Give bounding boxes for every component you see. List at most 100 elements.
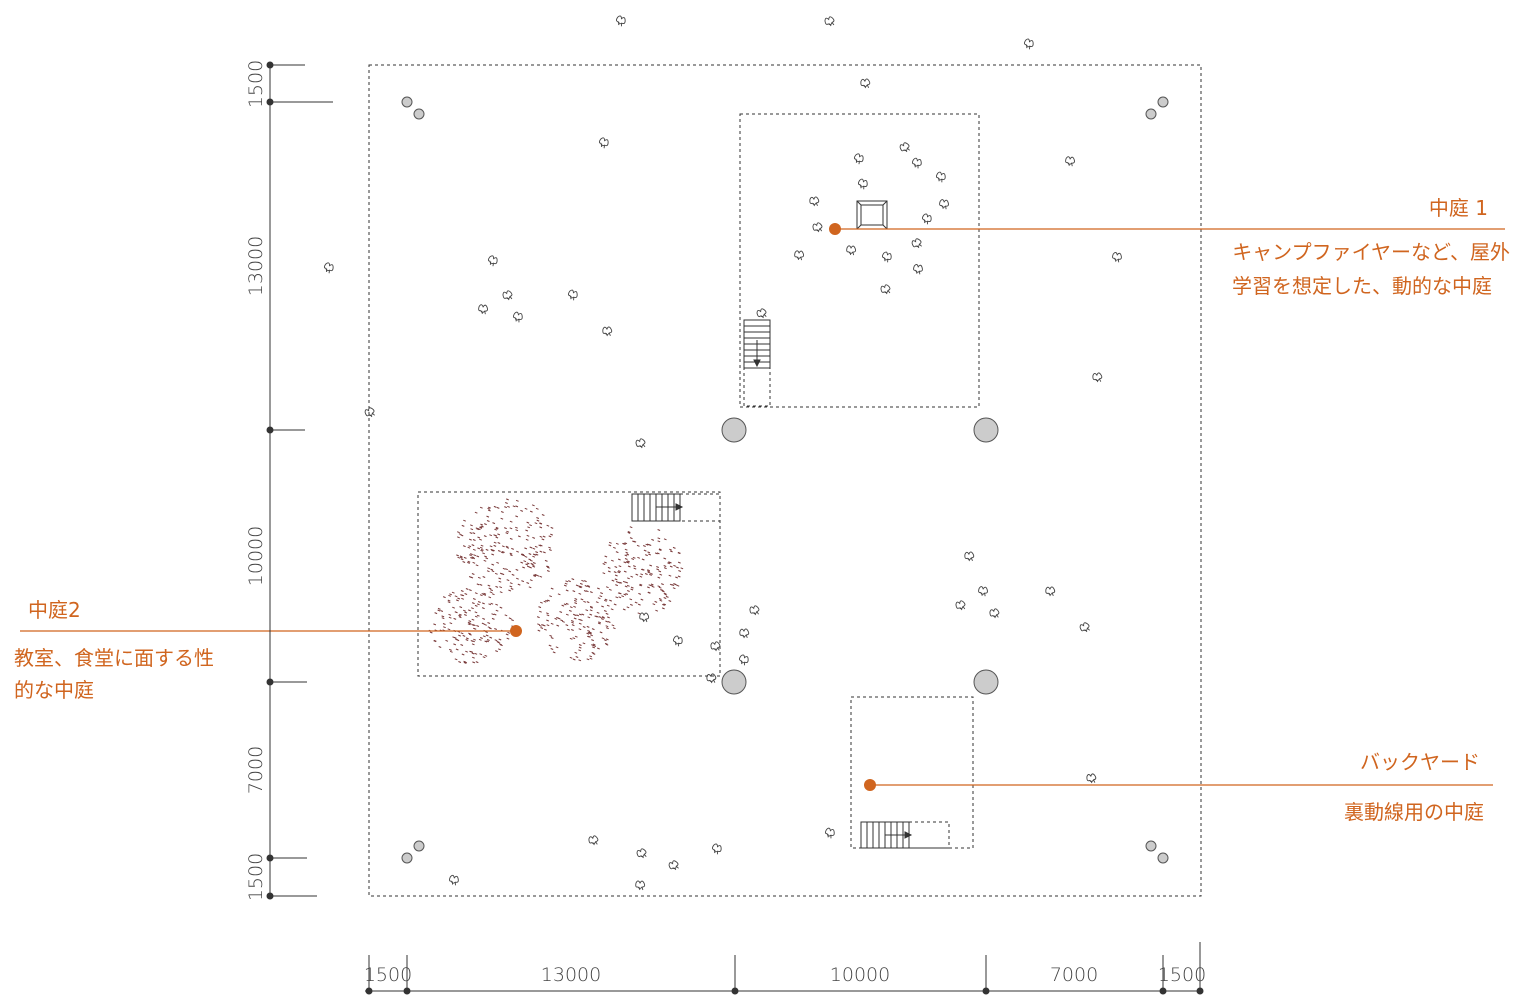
canopy-mark [632,556,636,559]
canopy-mark [571,620,574,622]
canopy-mark [589,613,593,616]
leader-dots [510,223,876,791]
canopy-mark [463,661,467,664]
canopy-mark [571,629,574,631]
canopy-mark [538,624,542,627]
canopy-mark [479,583,483,586]
canopy-mark [526,534,530,537]
canopy-mark [524,555,528,558]
plant-mark [880,284,891,295]
canopy-mark [637,556,641,559]
courtyard-2-title: 中庭2 [28,598,81,622]
canopy-mark [453,617,457,620]
canopy-mark [482,656,486,659]
canopy-mark [659,573,663,576]
plant-mark [913,264,923,275]
canopy-mark [471,544,475,547]
canopy-mark [470,524,473,527]
canopy-mark [453,643,457,646]
canopy-mark [541,624,545,626]
canopy-mark [534,522,538,525]
canopy-mark [483,535,487,538]
canopy-mark [527,526,531,529]
canopy-mark [613,571,617,574]
canopy-mark [668,574,672,577]
canopy-mark [486,640,490,643]
canopy-mark [505,545,509,548]
canopy-mark [601,637,605,640]
canopy-mark [663,592,667,595]
canopy-mark [591,651,595,654]
canopy-mark [598,621,601,624]
canopy-mark [515,499,519,502]
canopy-mark [498,577,502,580]
canopy-mark [661,590,665,593]
canopy-mark [607,570,611,573]
plant-mark [1065,156,1075,167]
dim-v-5: 1500 [245,853,267,901]
canopy-mark [472,661,476,664]
canopy-mark [597,587,600,590]
canopy-mark [472,548,476,551]
canopy-mark [472,561,476,564]
canopy-mark [490,568,494,571]
canopy-mark [495,527,499,530]
canopy-mark [546,624,550,627]
canopy-mark [547,599,550,602]
canopy-mark [470,576,474,579]
canopy-mark [633,567,637,570]
canopy-mark [568,609,572,612]
canopy-mark [460,632,464,635]
canopy-mark [587,635,590,638]
canopy-mark [607,566,611,569]
canopy-mark [464,593,468,595]
canopy-mark [597,597,601,600]
canopy-mark [520,509,524,512]
plant-mark [1045,586,1056,597]
canopy-mark [493,544,497,547]
canopy-mark [467,623,471,626]
canopy-mark [604,598,608,601]
canopy-mark [657,576,661,579]
canopy-mark [463,519,466,522]
canopy-mark [618,596,622,599]
plant-mark [955,600,966,611]
canopy-mark [647,570,650,573]
canopy-mark [611,624,615,627]
canopy-mark [630,603,633,606]
canopy-mark [680,567,684,570]
canopy-mark [512,505,516,508]
canopy-mark [497,542,501,544]
canopy-mark [582,626,586,628]
canopy-mark [508,617,512,620]
courtyard-2-desc-line-1: 教室、食堂に面する性 [14,646,214,670]
canopy-mark [605,643,609,646]
canopy-mark [467,621,471,624]
canopy-mark [617,592,621,595]
canopy-mark [494,572,498,575]
horizontal-dimension-ticks [365,987,1204,995]
canopy-mark [541,514,545,516]
canopy-mark [447,628,451,631]
canopy-mark [604,642,608,645]
canopy-mark [437,609,441,612]
dim-v-2: 13000 [245,236,267,296]
canopy-mark [619,581,623,584]
canopy-mark [473,638,476,641]
canopy-mark [461,524,465,527]
canopy-mark [498,580,502,583]
canopy-mark [563,584,567,587]
canopy-mark [572,658,576,661]
canopy-mark [489,591,493,594]
canopy-mark [564,582,568,585]
canopy-mark [574,635,578,638]
canopy-mark [539,535,543,538]
canopy-mark [480,549,484,552]
dim-v-3: 10000 [245,526,267,586]
canopy-mark [647,591,651,594]
canopy-mark [506,546,510,549]
canopy-mark [641,558,645,561]
canopy-mark [613,546,616,549]
canopy-mark [472,624,476,627]
canopy-mark [495,585,499,588]
